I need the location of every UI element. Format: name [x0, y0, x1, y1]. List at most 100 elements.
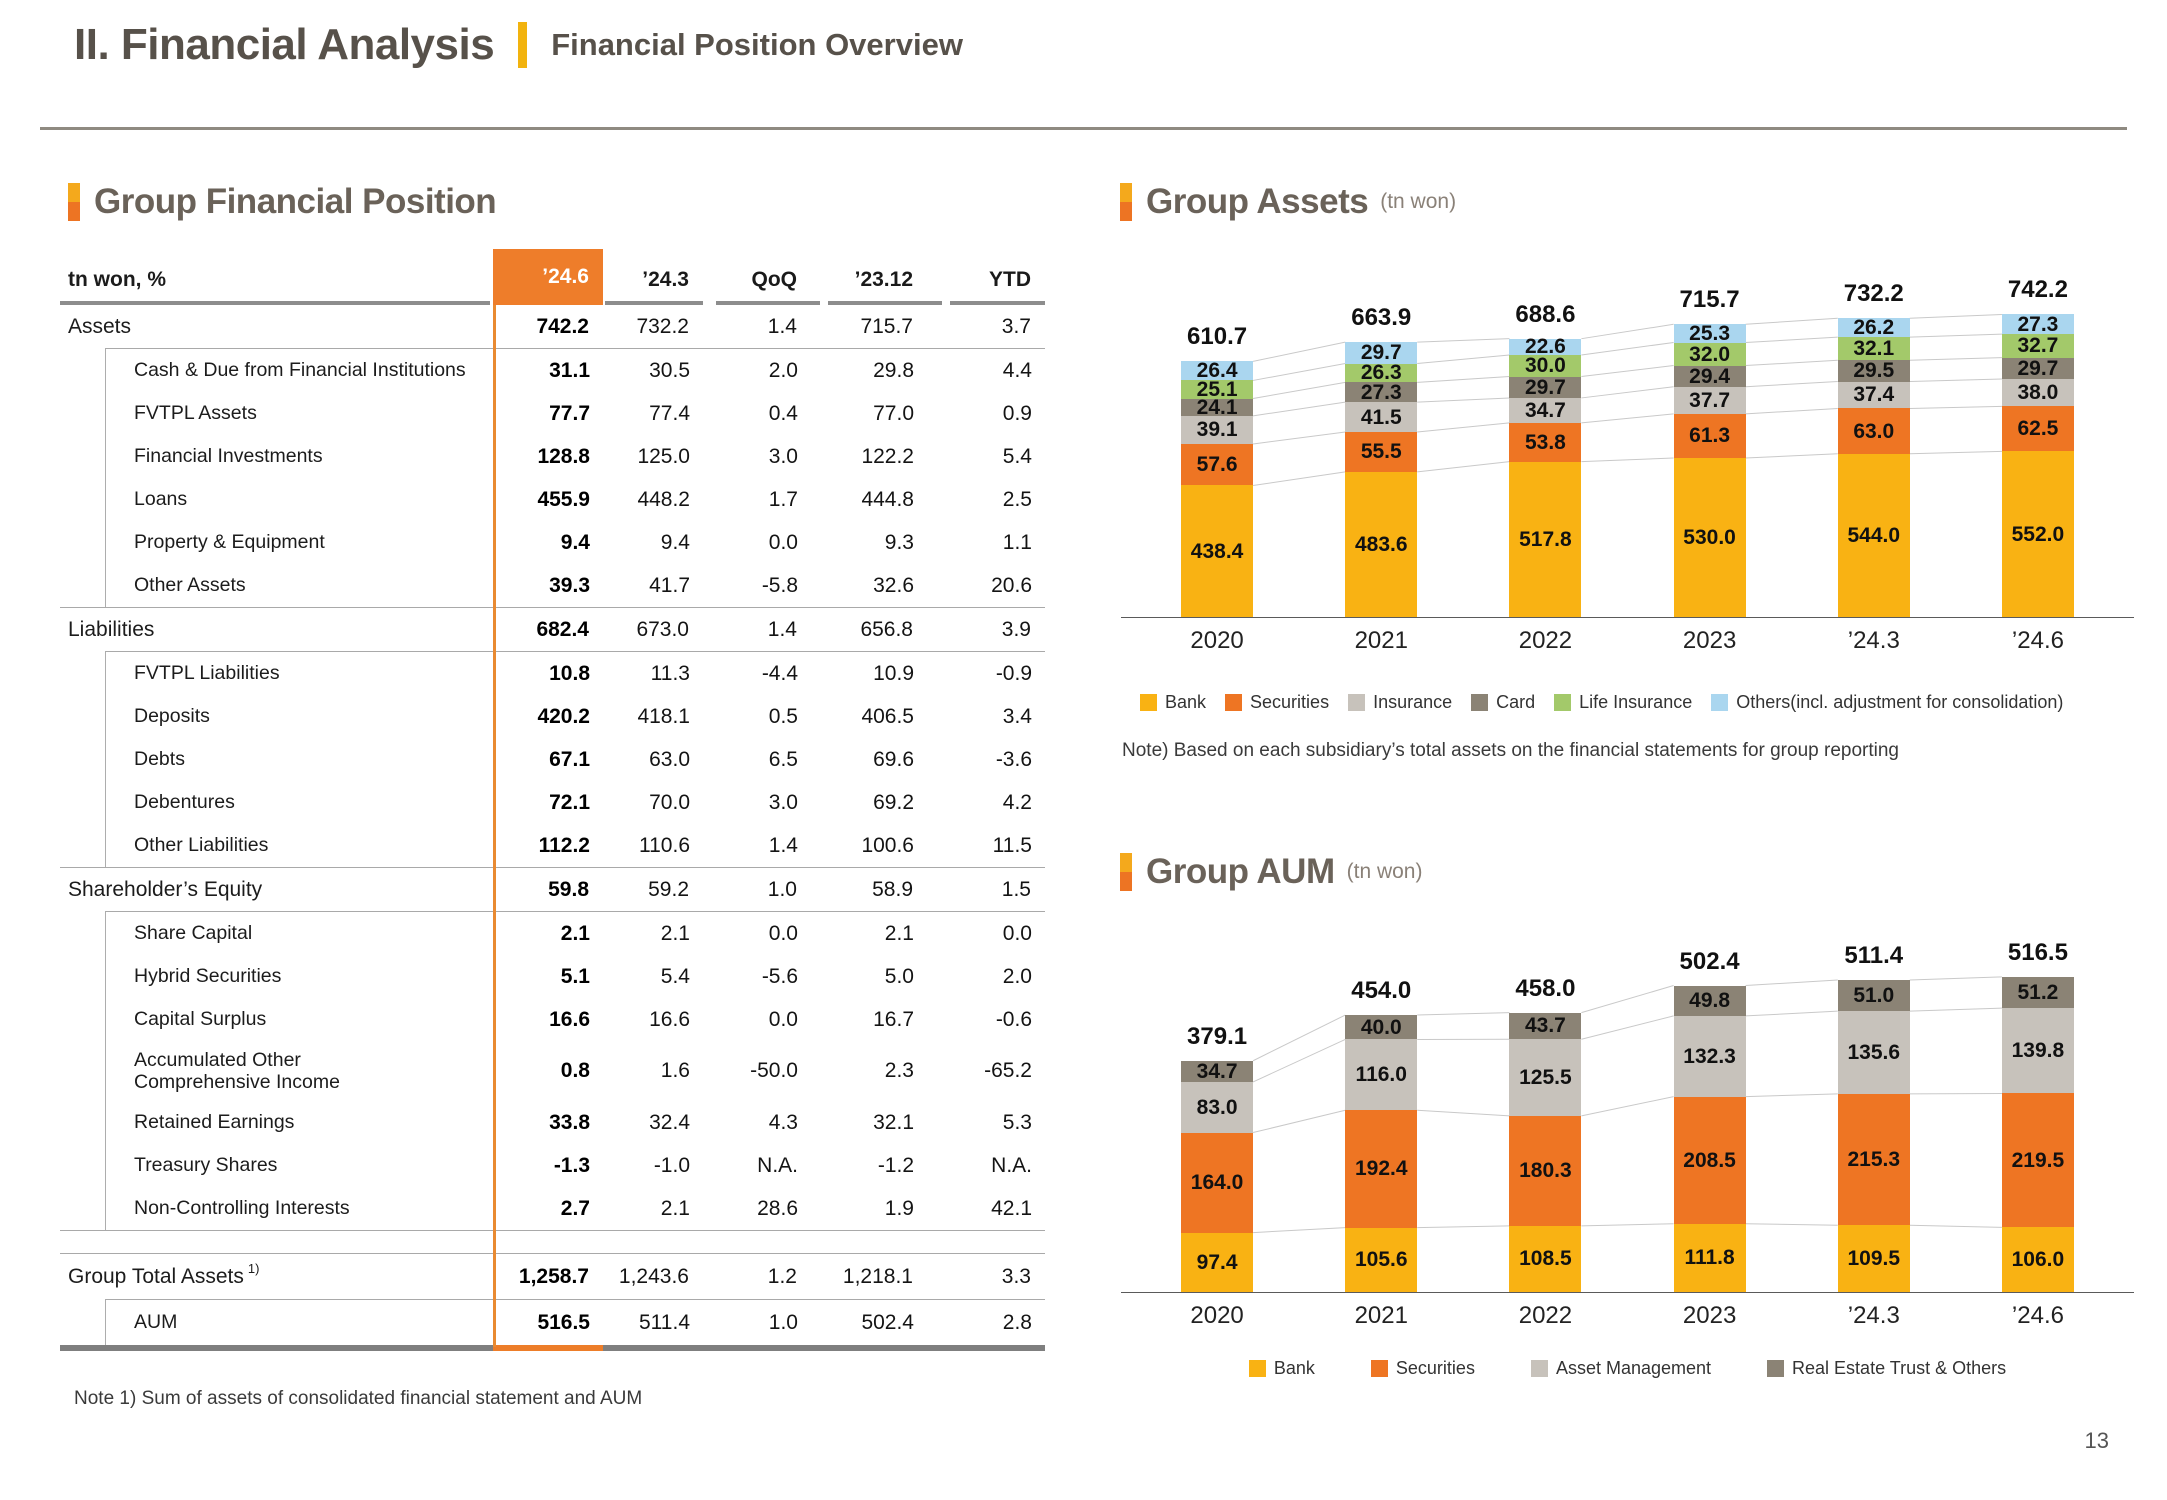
row-label: Retained Earnings	[106, 1101, 494, 1144]
page-subtitle: Financial Position Overview	[551, 27, 963, 62]
cell-23-12: 29.8	[873, 358, 914, 382]
highlight-column-underline	[493, 1345, 603, 1351]
table-bottom-border	[60, 1345, 1045, 1351]
table-row-aum: AUM 516.5 511.4 1.0 502.4 2.8	[106, 1300, 1045, 1345]
column-header-qoq: QoQ	[751, 268, 798, 291]
cell-23-12: -1.2	[877, 1153, 914, 1177]
row-label: Deposits	[106, 695, 494, 738]
legend-item-life-insurance: Life Insurance	[1554, 692, 1692, 713]
table-header-row: tn won, % ’24.6 ’24.3 QoQ ’23.12 YTD	[60, 249, 1045, 305]
cell-ytd: 5.4	[1002, 444, 1032, 468]
cell-ytd: 3.4	[1002, 704, 1032, 728]
cell-23-12: 715.7	[860, 314, 913, 338]
legend-label: Asset Management	[1555, 1358, 1712, 1378]
cell-23-12: 69.2	[873, 790, 914, 814]
section-marker-icon	[1120, 183, 1132, 221]
cell-23-12: 406.5	[861, 704, 914, 728]
cell-ytd: -3.6	[995, 747, 1032, 771]
cell-ytd: 5.3	[1002, 1110, 1032, 1134]
cell-24-6: 2.7	[560, 1196, 590, 1220]
cell-24-6: 67.1	[549, 747, 590, 771]
bar-segment-2021-asset-management: 116.0	[1345, 1039, 1418, 1111]
legend-swatch	[1225, 694, 1243, 711]
cell-qoq: 0.0	[768, 1007, 798, 1031]
table-row-liabilities: Liabilities 682.4 673.0 1.4 656.8 3.9	[60, 608, 1045, 651]
section-marker-icon	[1120, 853, 1132, 891]
separator-line	[60, 867, 1045, 868]
bar-segment-2022-card: 29.7	[1509, 376, 1582, 398]
cell-24-3: 673.0	[636, 617, 689, 641]
legend-item-real-estate-trust-others: Real Estate Trust & Others	[1767, 1358, 2006, 1379]
slide-header: II. Financial Analysis Financial Positio…	[74, 20, 963, 70]
segment-value-label: 51.2	[2017, 981, 2059, 1005]
cell-24-6: 72.1	[549, 790, 590, 814]
cell-ytd: 3.3	[1001, 1264, 1031, 1288]
row-label-text: AUM	[134, 1311, 178, 1333]
cell-24-3: 77.4	[649, 401, 690, 425]
x-axis-labels: 2020 2021 2022 2023 ’24.3 ’24.6	[1135, 1302, 2120, 1330]
unit-label: tn won, %	[68, 268, 166, 291]
cell-ytd: -0.9	[995, 661, 1032, 685]
bar-segment-2020-securities: 57.6	[1181, 444, 1254, 486]
segment-value-label: 164.0	[1190, 1171, 1244, 1195]
bar-total-label: 379.1	[1187, 1022, 1248, 1050]
cell-24-3: 5.4	[660, 964, 690, 988]
bar-segment-24-3-insurance: 37.4	[1837, 381, 1910, 409]
cell-24-6: 10.8	[549, 661, 590, 685]
cell-ytd: 3.7	[1001, 314, 1031, 338]
cell-ytd: 1.5	[1001, 877, 1031, 901]
cell-qoq: 1.7	[768, 487, 798, 511]
section-group-financial-position: Group Financial Position	[68, 182, 497, 222]
bar-segment-2021-bank: 105.6	[1345, 1227, 1418, 1292]
row-label-text: Debentures	[134, 791, 235, 813]
x-axis-line	[1121, 617, 2134, 618]
table-row-property-equipment: Property & Equipment 9.4 9.4 0.0 9.3 1.1	[106, 521, 1045, 564]
table-row-financial-investments: Financial Investments 128.8 125.0 3.0 122.2 5…	[106, 435, 1045, 478]
cell-qoq: -50.0	[750, 1059, 798, 1082]
segment-value-label: 38.0	[2017, 381, 2059, 405]
legend-label: Card	[1496, 692, 1536, 712]
table-note: Note 1) Sum of assets of consolidated fi…	[74, 1388, 643, 1409]
table-row-fvtpl-liabilities: FVTPL Liabilities 10.8 11.3 -4.4 10.9 -0.9	[106, 652, 1045, 695]
row-label-text: Loans	[134, 488, 188, 510]
row-label: Cash & Due from Financial Institutions	[106, 349, 494, 392]
bar-segment-24-6-life-insurance: 32.7	[2001, 334, 2074, 358]
column-header-23-12: ’23.12	[854, 268, 913, 291]
bar-segment-2020-bank: 438.4	[1181, 485, 1254, 617]
page-title: II. Financial Analysis	[74, 20, 495, 69]
cell-24-6: 9.4	[560, 530, 590, 554]
table-row-fvtpl-assets: FVTPL Assets 77.7 77.4 0.4 77.0 0.9	[106, 392, 1045, 435]
header-underline-segment	[716, 301, 820, 305]
segment-value-label: 62.5	[2017, 417, 2059, 441]
row-label: Financial Investments	[106, 435, 494, 478]
connector-lines	[1252, 976, 2002, 1234]
segment-value-label: 57.6	[1196, 453, 1238, 477]
bar-total-label: 688.6	[1515, 300, 1576, 328]
chart-note: Note) Based on each subsidiary’s total a…	[1122, 740, 1899, 761]
row-label-text: Shareholder’s Equity	[68, 877, 263, 901]
cell-24-3: 2.1	[660, 1196, 690, 1220]
table-row-other-assets: Other Assets 39.3 41.7 -5.8 32.6 20.6	[106, 564, 1045, 607]
cell-23-12: 58.9	[872, 877, 913, 901]
row-label: Liabilities	[60, 608, 493, 651]
legend-item-insurance: Insurance	[1348, 692, 1452, 713]
x-axis-label-24-6: ’24.6	[2011, 1302, 2064, 1329]
cell-ytd: -65.2	[984, 1059, 1032, 1082]
cell-24-6: 33.8	[549, 1110, 590, 1134]
cell-23-12: 122.2	[861, 444, 914, 468]
bar-total-label: 511.4	[1844, 942, 1904, 970]
x-axis-label-2021: 2021	[1354, 1302, 1408, 1329]
segment-value-label: 132.3	[1683, 1044, 1736, 1068]
row-label-text: Capital Surplus	[134, 1008, 267, 1030]
bar-segment-24-3-life-insurance: 32.1	[1837, 337, 1910, 361]
segment-value-label: 63.0	[1853, 419, 1895, 443]
row-label: AUM	[106, 1300, 494, 1345]
x-axis-label-24-6: ’24.6	[2011, 627, 2064, 654]
cell-24-6: 112.2	[538, 833, 590, 857]
cell-24-6: 128.8	[537, 444, 590, 468]
section-marker-icon	[68, 183, 80, 221]
table-row-hybrid-securities: Hybrid Securities 5.1 5.4 -5.6 5.0 2.0	[106, 955, 1045, 998]
cell-ytd: 2.0	[1002, 964, 1032, 988]
bar-segment-2021-real-estate-trust-others: 40.0	[1345, 1015, 1418, 1040]
